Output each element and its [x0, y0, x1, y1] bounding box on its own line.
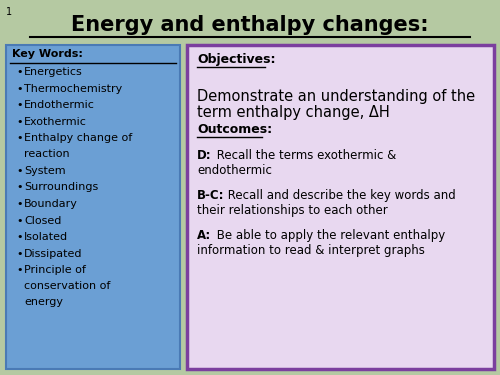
Text: conservation of: conservation of [24, 281, 110, 291]
Text: Dissipated: Dissipated [24, 249, 82, 259]
Text: Recall and describe the key words and: Recall and describe the key words and [224, 189, 456, 202]
Text: Thermochemistry: Thermochemistry [24, 84, 122, 94]
Text: Principle of: Principle of [24, 266, 86, 275]
Text: •: • [16, 133, 22, 143]
Text: Boundary: Boundary [24, 199, 78, 209]
Text: •: • [16, 67, 22, 77]
Text: •: • [16, 199, 22, 209]
Text: Surroundings: Surroundings [24, 183, 98, 192]
Text: D:: D: [197, 149, 212, 162]
Text: •: • [16, 232, 22, 242]
Text: Outcomes:: Outcomes: [197, 123, 272, 136]
Text: •: • [16, 216, 22, 226]
Text: A:: A: [197, 229, 211, 242]
Text: Be able to apply the relevant enthalpy: Be able to apply the relevant enthalpy [213, 229, 446, 242]
Text: 1: 1 [6, 7, 12, 17]
Text: •: • [16, 100, 22, 110]
Text: •: • [16, 266, 22, 275]
Text: •: • [16, 249, 22, 259]
Text: information to read & interpret graphs: information to read & interpret graphs [197, 244, 425, 257]
Text: Exothermic: Exothermic [24, 117, 87, 127]
Text: Demonstrate an understanding of the: Demonstrate an understanding of the [197, 89, 475, 104]
Text: •: • [16, 166, 22, 176]
Text: •: • [16, 84, 22, 94]
Text: Objectives:: Objectives: [197, 53, 276, 66]
Text: •: • [16, 117, 22, 127]
Text: Energetics: Energetics [24, 67, 83, 77]
Text: Recall the terms exothermic &: Recall the terms exothermic & [213, 149, 396, 162]
Text: Key Words:: Key Words: [12, 49, 83, 59]
Text: Endothermic: Endothermic [24, 100, 95, 110]
Text: Energy and enthalpy changes:: Energy and enthalpy changes: [71, 15, 429, 35]
Text: energy: energy [24, 297, 63, 307]
Text: Isolated: Isolated [24, 232, 68, 242]
Polygon shape [6, 45, 180, 369]
Text: B-C:: B-C: [197, 189, 224, 202]
Text: reaction: reaction [24, 149, 70, 159]
Text: Closed: Closed [24, 216, 62, 226]
Polygon shape [187, 45, 494, 369]
Text: •: • [16, 183, 22, 192]
Text: term enthalpy change, ΔH: term enthalpy change, ΔH [197, 105, 390, 120]
Text: endothermic: endothermic [197, 164, 272, 177]
Text: System: System [24, 166, 66, 176]
Text: Enthalpy change of: Enthalpy change of [24, 133, 132, 143]
Text: their relationships to each other: their relationships to each other [197, 204, 388, 217]
